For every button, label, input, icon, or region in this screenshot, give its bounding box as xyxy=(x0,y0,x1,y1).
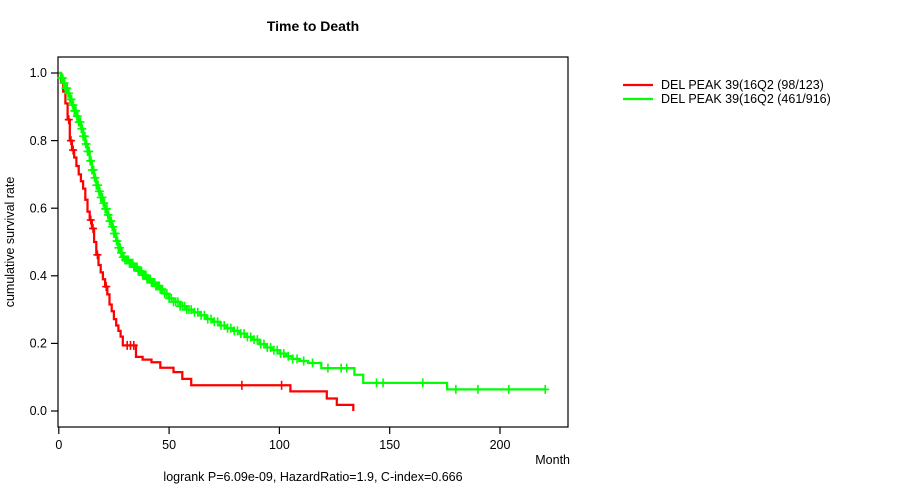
x-axis-title: Month xyxy=(535,453,570,467)
y-tick-label: 0.2 xyxy=(30,337,47,351)
km-curve xyxy=(58,71,355,411)
x-tick-label: 0 xyxy=(55,438,62,452)
km-series-1 xyxy=(57,71,550,394)
x-axis: 0 50 100 150 200 xyxy=(55,427,510,452)
y-tick-label: 0.4 xyxy=(30,269,47,283)
x-tick-label: 200 xyxy=(490,438,511,452)
km-curve xyxy=(58,71,547,391)
x-tick-label: 50 xyxy=(162,438,176,452)
km-series-0 xyxy=(58,71,355,411)
x-tick-label: 100 xyxy=(269,438,290,452)
y-tick-label: 0.8 xyxy=(30,134,47,148)
chart-title: Time to Death xyxy=(267,18,359,34)
plot-box xyxy=(57,56,569,428)
y-tick-label: 0.6 xyxy=(30,201,47,215)
legend-label: DEL PEAK 39(16Q2 (461/916) xyxy=(661,92,831,106)
y-axis: 0.0 0.2 0.4 0.6 0.8 1.0 xyxy=(30,66,58,418)
x-tick-label: 150 xyxy=(379,438,400,452)
legend: DEL PEAK 39(16Q2 (98/123)DEL PEAK 39(16Q… xyxy=(623,78,831,106)
y-tick-label: 0.0 xyxy=(30,404,47,418)
footer-stats: logrank P=6.09e-09, HazardRatio=1.9, C-i… xyxy=(163,470,462,484)
legend-label: DEL PEAK 39(16Q2 (98/123) xyxy=(661,78,824,92)
y-tick-label: 1.0 xyxy=(30,66,47,80)
y-axis-title: cumulative survival rate xyxy=(3,177,17,308)
km-curves xyxy=(57,71,550,411)
